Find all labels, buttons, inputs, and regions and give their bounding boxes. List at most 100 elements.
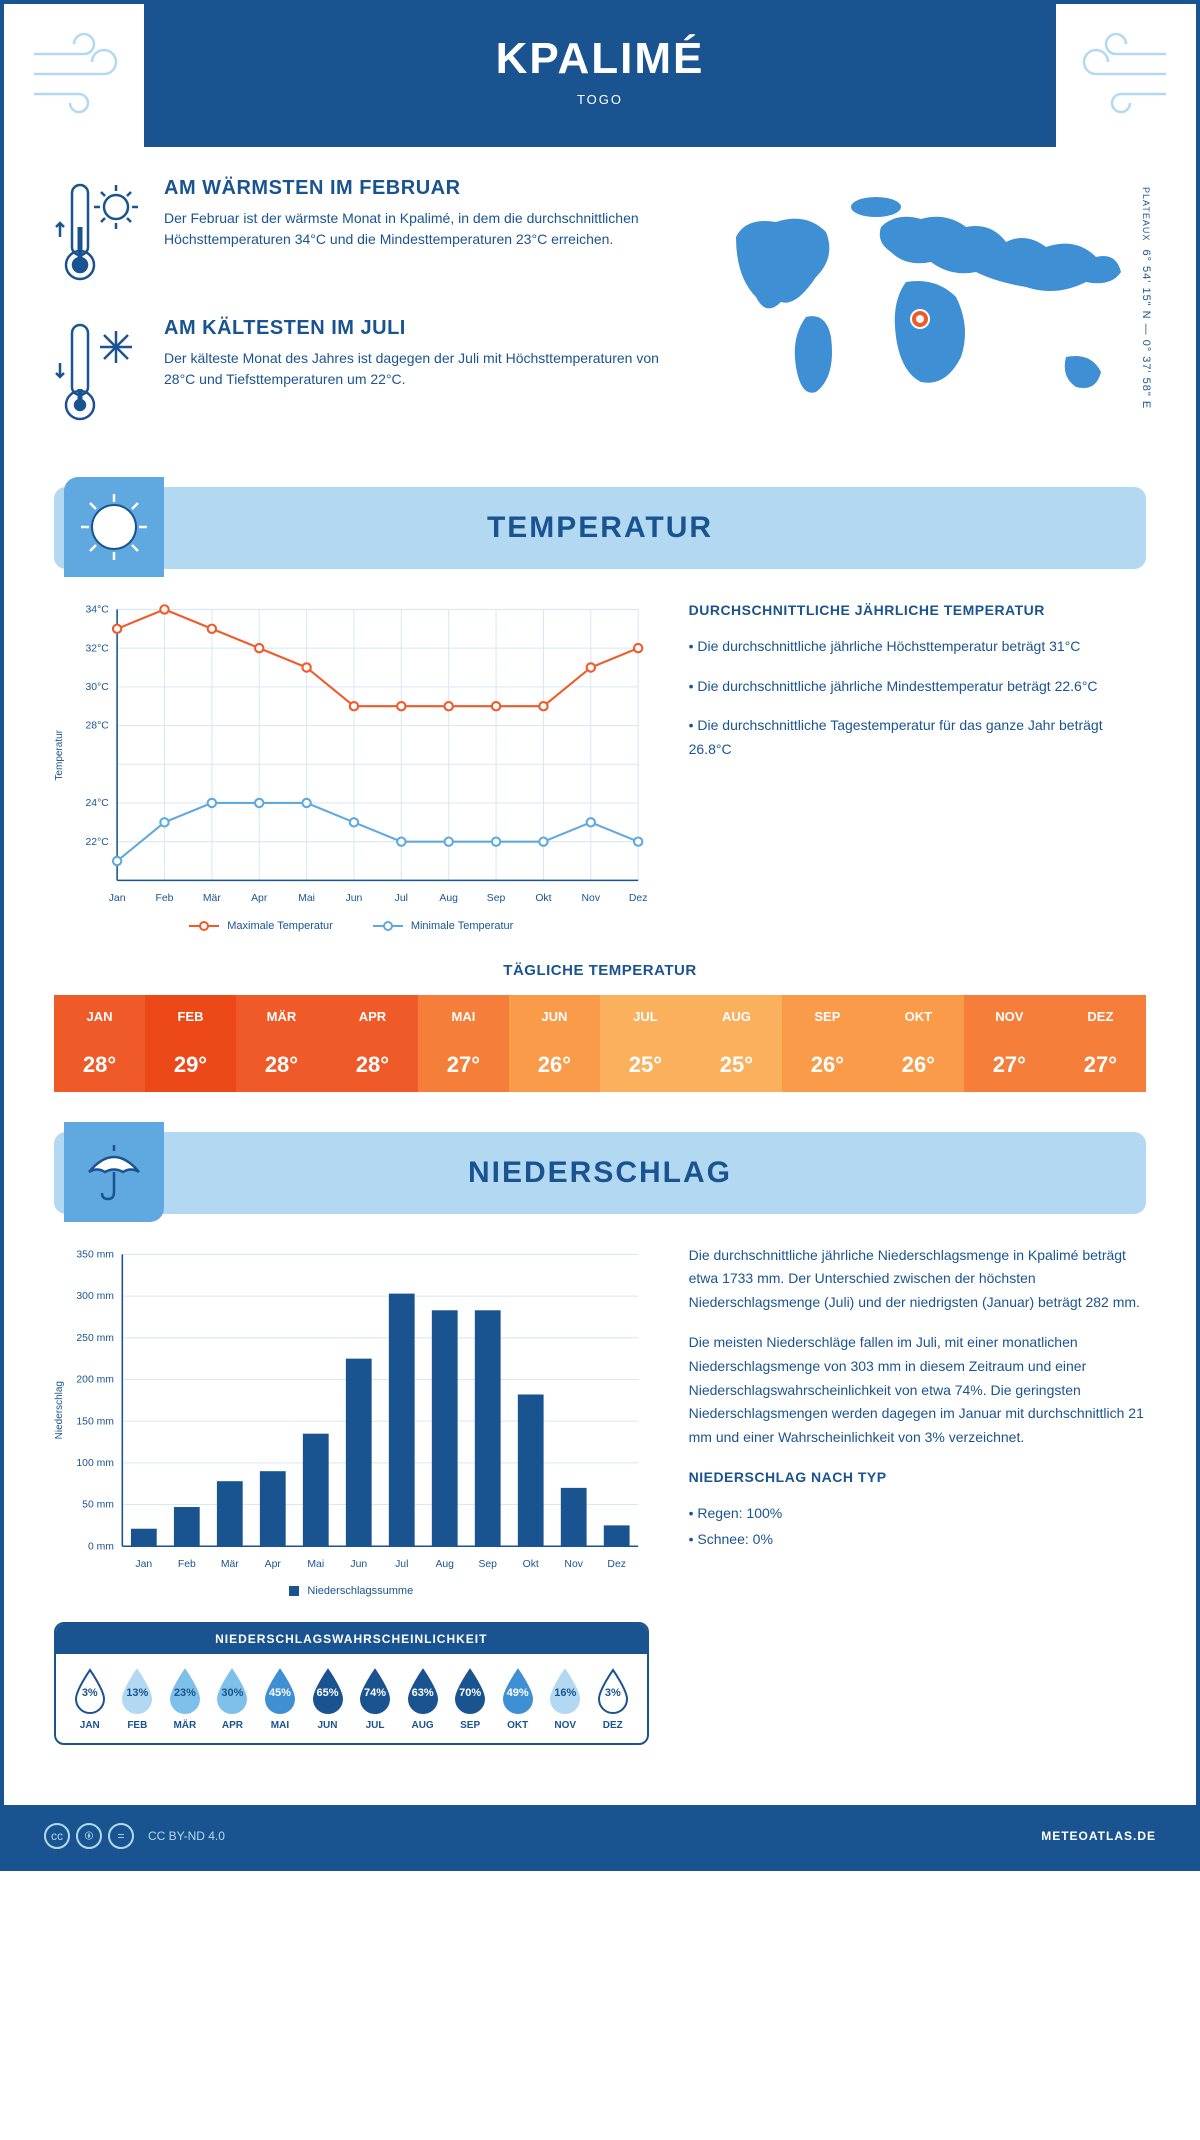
precip-type-bullet-1: • Schnee: 0%: [689, 1528, 1146, 1552]
daily-temp-value-cell: 26°: [782, 1038, 873, 1092]
daily-temp-value-cell: 25°: [691, 1038, 782, 1092]
temperature-section-header: TEMPERATUR: [54, 487, 1146, 569]
svg-text:0 mm: 0 mm: [88, 1541, 114, 1552]
svg-text:32°C: 32°C: [86, 643, 110, 654]
svg-text:34°C: 34°C: [86, 605, 110, 616]
precip-type-bullet-0: • Regen: 100%: [689, 1502, 1146, 1526]
probability-cell: 65%JUN: [304, 1666, 352, 1731]
temp-avg-bullet-0: • Die durchschnittliche jährliche Höchst…: [689, 635, 1146, 659]
probability-cell: 3%DEZ: [589, 1666, 637, 1731]
precip-text-p1: Die durchschnittliche jährliche Niedersc…: [689, 1244, 1146, 1315]
sun-section-icon: [64, 477, 164, 577]
daily-temp-value-cell: 26°: [509, 1038, 600, 1092]
svg-text:Sep: Sep: [478, 1559, 497, 1570]
daily-temp-header-cell: OKT: [873, 995, 964, 1038]
coldest-text: Der kälteste Monat des Jahres ist dagege…: [164, 348, 666, 390]
precipitation-title: NIEDERSCHLAG: [74, 1156, 1126, 1190]
svg-text:Aug: Aug: [435, 1559, 454, 1570]
cc-license-icon: cc🅯=: [44, 1823, 134, 1849]
warmest-text: Der Februar ist der wärmste Monat in Kpa…: [164, 208, 666, 250]
daily-temp-header-cell: FEB: [145, 995, 236, 1038]
svg-text:100 mm: 100 mm: [76, 1458, 114, 1469]
svg-text:50 mm: 50 mm: [82, 1499, 114, 1510]
world-map-panel: PLATEAUX 6° 54' 15" N — 0° 37' 58" E: [696, 177, 1146, 457]
svg-text:Mai: Mai: [307, 1559, 324, 1570]
probability-cell: 63%AUG: [399, 1666, 447, 1731]
thermometer-sun-icon: [54, 177, 144, 292]
thermometer-snow-icon: [54, 317, 144, 432]
precip-text-p2: Die meisten Niederschläge fallen im Juli…: [689, 1331, 1146, 1450]
probability-cell: 30%APR: [209, 1666, 257, 1731]
daily-temp-value-cell: 25°: [600, 1038, 691, 1092]
daily-temp-value-cell: 26°: [873, 1038, 964, 1092]
daily-temp-value-cell: 27°: [418, 1038, 509, 1092]
svg-text:Nov: Nov: [564, 1559, 583, 1570]
svg-text:Jul: Jul: [395, 893, 408, 904]
daily-temp-header-cell: DEZ: [1055, 995, 1146, 1038]
coldest-title: AM KÄLTESTEN IM JULI: [164, 317, 666, 340]
precip-chart-ylabel: Niederschlag: [54, 1381, 65, 1439]
svg-text:Feb: Feb: [178, 1559, 196, 1570]
svg-text:Mai: Mai: [298, 893, 315, 904]
daily-temp-value-cell: 28°: [327, 1038, 418, 1092]
probability-cell: 49%OKT: [494, 1666, 542, 1731]
svg-text:Mär: Mär: [203, 893, 221, 904]
precipitation-section-header: NIEDERSCHLAG: [54, 1132, 1146, 1214]
svg-text:200 mm: 200 mm: [76, 1374, 114, 1385]
coordinates-label: PLATEAUX 6° 54' 15" N — 0° 37' 58" E: [1140, 187, 1152, 409]
daily-temp-header-cell: SEP: [782, 995, 873, 1038]
daily-temp-value-cell: 28°: [54, 1038, 145, 1092]
svg-text:Jun: Jun: [346, 893, 363, 904]
svg-text:Jun: Jun: [350, 1559, 367, 1570]
daily-temp-header-cell: JAN: [54, 995, 145, 1038]
probability-cell: 3%JAN: [66, 1666, 114, 1731]
svg-text:Mär: Mär: [221, 1559, 239, 1570]
daily-temp-header-cell: AUG: [691, 995, 782, 1038]
warmest-fact: AM WÄRMSTEN IM FEBRUAR Der Februar ist d…: [54, 177, 666, 292]
svg-text:Jul: Jul: [395, 1559, 408, 1570]
page-header: KPALIMÉ TOGO: [144, 4, 1056, 147]
svg-text:Aug: Aug: [439, 893, 458, 904]
precip-chart-legend: Niederschlagssumme: [54, 1585, 649, 1597]
page-footer: cc🅯= CC BY-ND 4.0 METEOATLAS.DE: [4, 1805, 1196, 1867]
svg-text:Okt: Okt: [523, 1559, 539, 1570]
svg-text:250 mm: 250 mm: [76, 1333, 114, 1344]
daily-temp-header-cell: JUN: [509, 995, 600, 1038]
daily-temp-header-cell: NOV: [964, 995, 1055, 1038]
wind-decoration-left: [24, 24, 144, 124]
license-text: CC BY-ND 4.0: [148, 1829, 225, 1843]
temperature-line-chart: 22°C24°C28°C30°C32°C34°CJanFebMärAprMaiJ…: [65, 599, 649, 912]
city-title: KPALIMÉ: [164, 34, 1036, 84]
svg-text:Nov: Nov: [582, 893, 601, 904]
temp-avg-bullet-1: • Die durchschnittliche jährliche Mindes…: [689, 675, 1146, 699]
daily-temp-header-cell: MAI: [418, 995, 509, 1038]
svg-text:350 mm: 350 mm: [76, 1249, 114, 1260]
svg-text:Sep: Sep: [487, 893, 506, 904]
daily-temp-value-cell: 29°: [145, 1038, 236, 1092]
precipitation-probability-box: NIEDERSCHLAGSWAHRSCHEINLICHKEIT 3%JAN13%…: [54, 1622, 649, 1745]
precipitation-bar-chart: 0 mm50 mm100 mm150 mm200 mm250 mm300 mm3…: [65, 1244, 649, 1577]
daily-temp-header-cell: APR: [327, 995, 418, 1038]
probability-cell: 74%JUL: [351, 1666, 399, 1731]
svg-text:Apr: Apr: [265, 1559, 282, 1570]
daily-temp-title: TÄGLICHE TEMPERATUR: [54, 962, 1146, 979]
world-map-icon: [696, 177, 1146, 427]
svg-text:150 mm: 150 mm: [76, 1416, 114, 1427]
temp-chart-ylabel: Temperatur: [54, 730, 65, 781]
country-subtitle: TOGO: [164, 92, 1036, 107]
temp-chart-legend: Maximale Temperatur Minimale Temperatur: [54, 920, 649, 932]
svg-text:Apr: Apr: [251, 893, 268, 904]
daily-temp-header-cell: JUL: [600, 995, 691, 1038]
svg-text:Dez: Dez: [607, 1559, 626, 1570]
svg-text:Dez: Dez: [629, 893, 648, 904]
svg-text:30°C: 30°C: [86, 682, 110, 693]
warmest-title: AM WÄRMSTEN IM FEBRUAR: [164, 177, 666, 200]
umbrella-section-icon: [64, 1122, 164, 1222]
daily-temp-value-cell: 27°: [964, 1038, 1055, 1092]
prob-box-title: NIEDERSCHLAGSWAHRSCHEINLICHKEIT: [56, 1624, 647, 1654]
probability-cell: 70%SEP: [446, 1666, 494, 1731]
svg-text:22°C: 22°C: [86, 837, 110, 848]
temp-avg-title: DURCHSCHNITTLICHE JÄHRLICHE TEMPERATUR: [689, 599, 1146, 623]
probability-cell: 23%MÄR: [161, 1666, 209, 1731]
probability-cell: 13%FEB: [114, 1666, 162, 1731]
